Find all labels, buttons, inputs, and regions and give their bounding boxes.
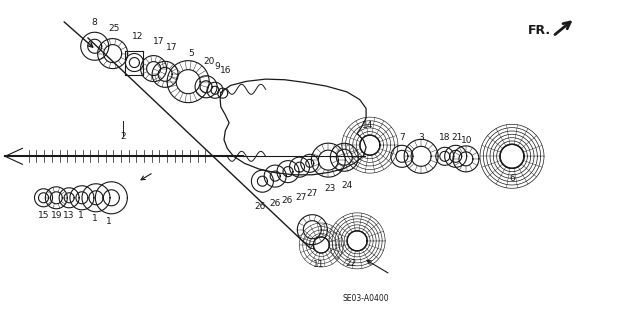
Text: FR.: FR. <box>527 24 551 37</box>
Text: 11: 11 <box>313 260 324 269</box>
Text: 1: 1 <box>79 211 84 220</box>
Text: 5: 5 <box>188 49 193 58</box>
Text: 15: 15 <box>38 211 49 220</box>
Text: 16: 16 <box>220 66 232 75</box>
Text: 26: 26 <box>282 196 293 205</box>
Text: 1: 1 <box>92 214 97 223</box>
Text: 14: 14 <box>362 121 374 130</box>
Text: 23: 23 <box>324 184 336 193</box>
Text: SE03-A0400: SE03-A0400 <box>342 294 389 303</box>
Text: 18: 18 <box>439 133 451 142</box>
Text: 4: 4 <box>310 243 315 252</box>
Text: 7: 7 <box>399 133 404 142</box>
Text: 10: 10 <box>461 137 473 145</box>
Text: 22: 22 <box>345 259 356 268</box>
Text: 12: 12 <box>132 32 143 41</box>
Text: 21: 21 <box>451 133 463 142</box>
Text: 3: 3 <box>419 133 424 142</box>
Text: 6: 6 <box>509 174 515 182</box>
Text: 2: 2 <box>120 132 125 141</box>
Text: 27: 27 <box>307 189 318 198</box>
Text: 25: 25 <box>108 24 120 33</box>
Text: 8: 8 <box>92 19 97 27</box>
Text: 20: 20 <box>203 57 214 66</box>
Text: 17: 17 <box>153 37 164 46</box>
Text: 1: 1 <box>106 217 111 226</box>
Text: 9: 9 <box>215 62 220 71</box>
Text: 26: 26 <box>269 199 280 208</box>
Text: 17: 17 <box>166 43 177 52</box>
Text: 19: 19 <box>51 211 62 220</box>
Text: 26: 26 <box>255 202 266 211</box>
Text: 24: 24 <box>341 181 353 190</box>
Text: 27: 27 <box>295 193 307 202</box>
Text: 13: 13 <box>63 211 75 220</box>
